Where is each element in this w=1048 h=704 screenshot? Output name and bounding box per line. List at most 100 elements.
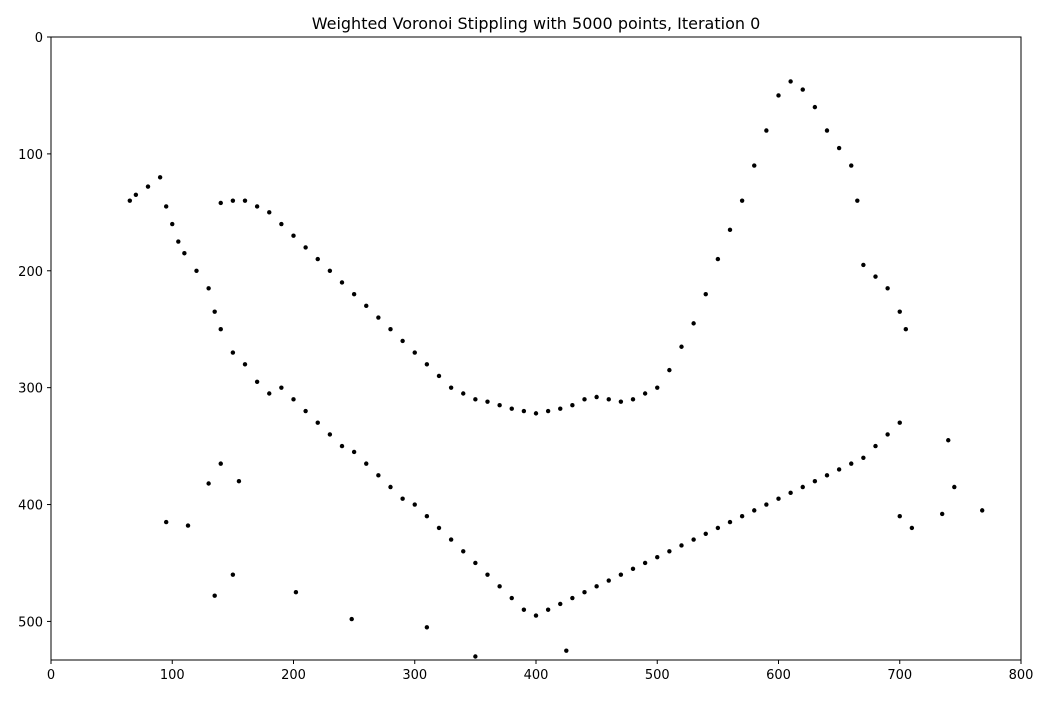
- data-point: [558, 406, 563, 411]
- data-point: [630, 566, 636, 572]
- data-point: [752, 163, 757, 168]
- data-point: [739, 198, 745, 203]
- data-point: [364, 461, 369, 466]
- data-point: [618, 572, 624, 577]
- y-tick-label: 300: [18, 382, 43, 397]
- data-point: [400, 338, 405, 344]
- data-point: [655, 554, 660, 560]
- data-point: [903, 327, 909, 332]
- data-point: [218, 327, 223, 332]
- x-tick-label: 800: [1009, 668, 1034, 683]
- data-point: [939, 511, 945, 517]
- data-point: [473, 397, 478, 402]
- data-point: [861, 455, 866, 460]
- data-point: [655, 385, 660, 390]
- data-point: [448, 537, 454, 542]
- data-point: [849, 163, 854, 168]
- data-point: [885, 286, 890, 291]
- data-point: [764, 128, 769, 133]
- data-point: [855, 198, 860, 203]
- data-point: [800, 484, 805, 490]
- data-point: [230, 572, 236, 577]
- data-point: [194, 268, 199, 273]
- data-point: [618, 399, 624, 404]
- data-point: [436, 525, 442, 531]
- data-point: [485, 572, 490, 577]
- data-point: [533, 613, 539, 618]
- data-point: [424, 362, 430, 367]
- data-point: [212, 309, 217, 314]
- data-point: [873, 443, 878, 449]
- data-point: [509, 595, 514, 601]
- data-point: [388, 484, 393, 490]
- data-point: [679, 543, 684, 548]
- data-point: [133, 192, 139, 197]
- data-point: [291, 397, 296, 402]
- data-point: [267, 391, 272, 396]
- data-point: [952, 484, 957, 490]
- y-tick-label: 200: [18, 265, 43, 280]
- data-point: [376, 473, 381, 478]
- data-point: [473, 654, 478, 659]
- data-point: [242, 198, 248, 203]
- data-point: [570, 402, 575, 408]
- data-point: [303, 245, 308, 250]
- data-point: [788, 79, 793, 84]
- data-point: [293, 590, 299, 595]
- data-point: [727, 519, 733, 525]
- data-point: [412, 350, 417, 355]
- data-point: [606, 578, 611, 583]
- data-point: [564, 648, 569, 653]
- y-tick-label: 400: [18, 499, 43, 514]
- chart-title: Weighted Voronoi Stippling with 5000 poi…: [312, 14, 761, 33]
- x-tick-label: 200: [281, 668, 306, 683]
- data-point: [145, 184, 151, 189]
- data-point: [897, 309, 902, 314]
- data-point: [570, 595, 575, 601]
- x-tick-label: 600: [766, 668, 791, 683]
- data-point: [218, 200, 223, 206]
- data-point: [691, 321, 696, 326]
- data-point: [230, 350, 236, 355]
- data-point: [279, 385, 284, 390]
- data-point: [946, 438, 951, 443]
- data-point: [236, 478, 242, 484]
- data-point: [436, 373, 442, 379]
- data-point: [715, 525, 721, 531]
- data-point: [157, 175, 163, 180]
- data-point: [606, 397, 611, 402]
- data-point: [836, 467, 842, 472]
- data-point: [351, 291, 357, 297]
- data-point: [703, 291, 708, 297]
- data-point: [424, 514, 430, 519]
- data-point: [163, 519, 169, 525]
- data-point: [254, 204, 260, 209]
- y-tick-label: 500: [18, 615, 43, 630]
- data-point: [497, 402, 502, 408]
- data-point: [461, 549, 466, 554]
- data-point: [230, 198, 236, 203]
- data-point: [242, 362, 248, 367]
- data-point: [776, 496, 781, 501]
- data-point: [349, 616, 354, 622]
- data-point: [642, 560, 648, 566]
- data-point: [497, 584, 502, 589]
- data-point: [388, 327, 393, 332]
- x-tick-label: 300: [402, 668, 427, 683]
- data-point: [897, 420, 902, 425]
- y-tick-label: 0: [35, 31, 43, 46]
- data-point: [800, 87, 805, 92]
- data-point: [582, 397, 587, 402]
- data-point: [509, 406, 514, 411]
- data-point: [303, 408, 308, 414]
- data-point: [812, 478, 818, 484]
- data-point: [861, 262, 866, 268]
- data-point: [812, 104, 818, 110]
- data-point: [836, 145, 842, 151]
- data-point: [533, 411, 539, 416]
- x-tick-label: 700: [887, 668, 912, 683]
- data-point: [267, 210, 272, 215]
- data-point: [339, 280, 345, 285]
